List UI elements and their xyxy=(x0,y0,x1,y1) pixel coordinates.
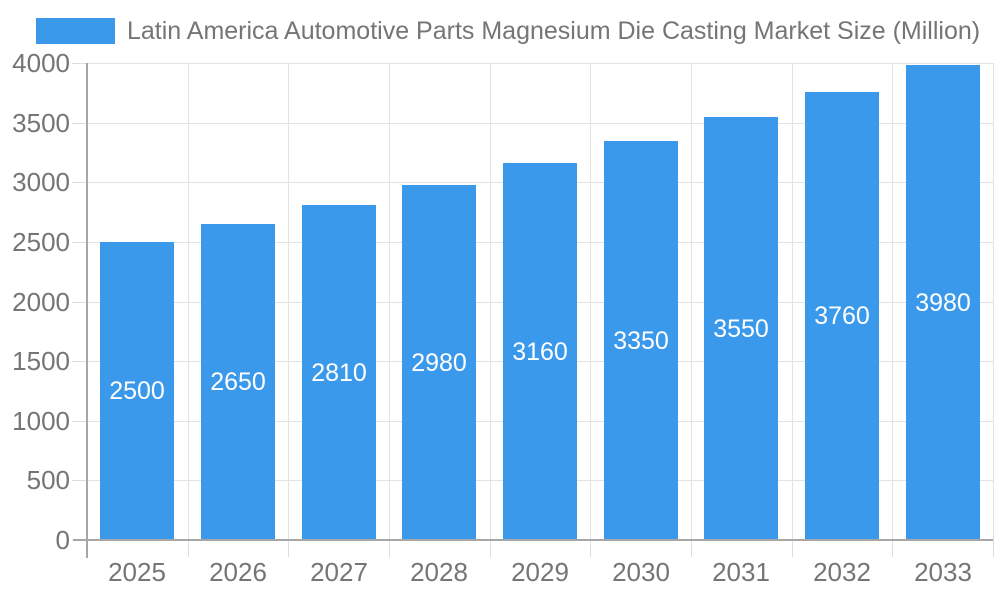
x-grid-line xyxy=(590,63,591,540)
bar[interactable]: 2810 xyxy=(302,205,376,540)
y-tick-label: 0 xyxy=(55,525,70,555)
x-grid-line xyxy=(188,63,189,540)
x-tick-label: 2030 xyxy=(612,557,670,587)
y-tick-label: 3500 xyxy=(12,108,70,138)
x-grid-line xyxy=(792,63,793,540)
x-tick-mark xyxy=(792,540,793,557)
x-tick-label: 2033 xyxy=(914,557,972,587)
bar-value-label: 3160 xyxy=(512,337,568,366)
bar[interactable]: 3980 xyxy=(906,65,980,540)
x-axis-line xyxy=(73,539,993,541)
x-tick-label: 2027 xyxy=(310,557,368,587)
x-tick-mark xyxy=(993,540,994,557)
x-tick-label: 2031 xyxy=(712,557,770,587)
x-tick-mark xyxy=(288,540,289,557)
x-tick-label: 2028 xyxy=(410,557,468,587)
x-tick-label: 2025 xyxy=(108,557,166,587)
bar-value-label: 2500 xyxy=(109,377,165,405)
y-tick-mark xyxy=(72,421,87,422)
x-tick-mark xyxy=(490,540,491,557)
bar-value-label: 3350 xyxy=(613,326,669,355)
y-tick-mark xyxy=(72,480,87,481)
bar-value-label: 2650 xyxy=(210,368,266,396)
y-grid-line xyxy=(87,63,993,64)
x-tick-label: 2026 xyxy=(209,557,267,587)
y-tick-label: 1000 xyxy=(12,406,70,436)
x-tick-mark xyxy=(389,540,390,557)
x-tick-mark xyxy=(590,540,591,557)
y-tick-mark xyxy=(72,63,87,64)
y-axis-line xyxy=(86,63,88,558)
x-tick-label: 2032 xyxy=(813,557,871,587)
x-tick-mark xyxy=(892,540,893,557)
bar[interactable]: 3760 xyxy=(805,92,879,540)
y-tick-label: 2500 xyxy=(12,227,70,257)
x-tick-mark xyxy=(691,540,692,557)
bar-value-label: 2810 xyxy=(311,358,367,387)
y-tick-label: 500 xyxy=(26,465,70,495)
bar[interactable]: 2500 xyxy=(100,242,174,540)
y-tick-label: 2000 xyxy=(12,287,70,317)
y-tick-mark xyxy=(72,123,87,124)
x-grid-line xyxy=(993,63,994,540)
y-tick-mark xyxy=(72,361,87,362)
y-tick-label: 1500 xyxy=(12,346,70,376)
y-grid-line xyxy=(87,123,993,124)
x-grid-line xyxy=(490,63,491,540)
bar-value-label: 3760 xyxy=(814,302,870,330)
x-grid-line xyxy=(389,63,390,540)
bar[interactable]: 2980 xyxy=(402,185,476,540)
x-tick-mark xyxy=(188,540,189,557)
bar[interactable]: 2650 xyxy=(201,224,275,540)
x-tick-label: 2029 xyxy=(511,557,569,587)
legend-item[interactable]: Latin America Automotive Parts Magnesium… xyxy=(36,17,980,45)
x-grid-line xyxy=(892,63,893,540)
bar[interactable]: 3550 xyxy=(704,117,778,540)
bar-value-label: 2980 xyxy=(411,348,467,377)
y-tick-mark xyxy=(72,302,87,303)
y-tick-label: 4000 xyxy=(12,48,70,78)
x-grid-line xyxy=(691,63,692,540)
bar-value-label: 3550 xyxy=(713,314,769,343)
bar[interactable]: 3160 xyxy=(503,163,577,540)
bar-value-label: 3980 xyxy=(915,288,971,317)
y-tick-label: 3000 xyxy=(12,167,70,197)
y-tick-mark xyxy=(72,182,87,183)
x-grid-line xyxy=(288,63,289,540)
bar[interactable]: 3350 xyxy=(604,141,678,540)
legend-swatch-icon xyxy=(36,18,115,44)
y-tick-mark xyxy=(72,242,87,243)
chart-title: Latin America Automotive Parts Magnesium… xyxy=(127,17,981,45)
